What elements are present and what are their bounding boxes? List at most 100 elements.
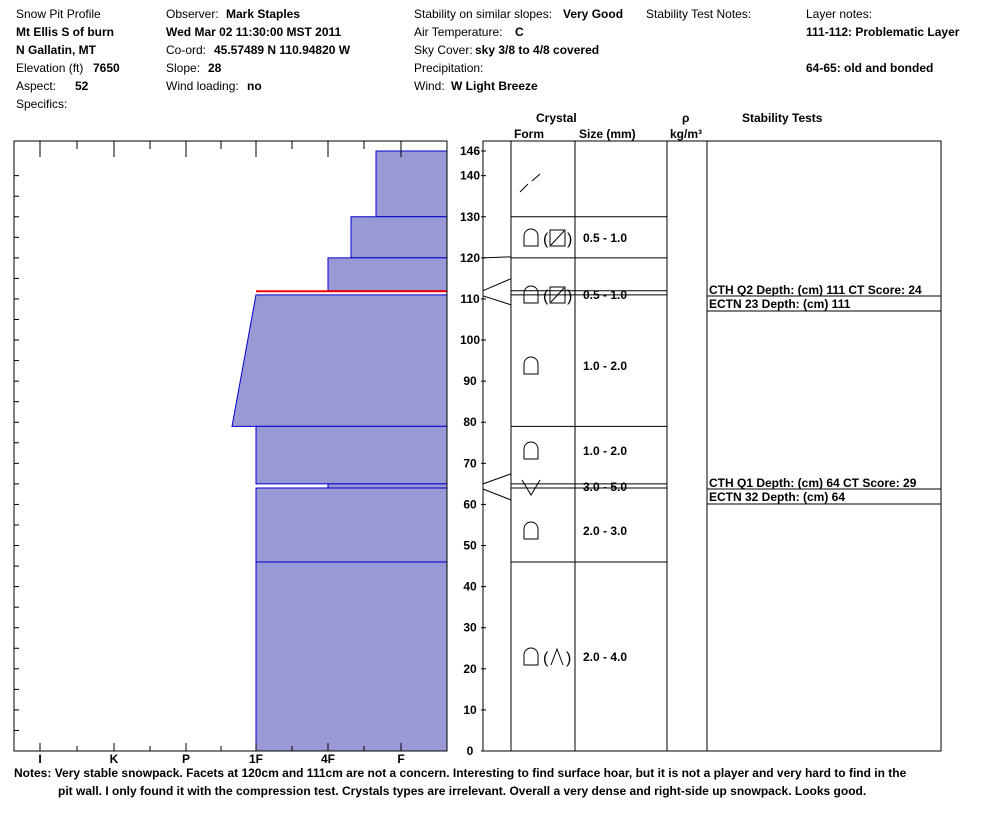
depth-tick-label: 70	[463, 456, 477, 470]
wind-value: W Light Breeze	[451, 79, 538, 93]
rounded-grain-icon	[523, 521, 539, 540]
faceted-rounded-icon	[550, 230, 565, 246]
crystal-size: 0.5 - 1.0	[583, 288, 627, 302]
hardness-tick-label: P	[182, 752, 190, 766]
aspect-value: 52	[75, 79, 89, 93]
layer-connector	[482, 256, 512, 259]
faceted-rounded-icon	[549, 286, 566, 304]
specifics-label: Specifics:	[16, 97, 68, 111]
hardness-layer-8	[255, 561, 448, 752]
depth-tick-label: 130	[460, 210, 480, 224]
depth-hoar-icon	[550, 647, 564, 666]
layer-note-2: 64-65: old and bonded	[806, 61, 934, 75]
hardness-layer-5	[255, 425, 448, 485]
depth-tick-label: 100	[460, 333, 480, 347]
density-unit-header: kg/m³	[670, 127, 703, 141]
observer-label: Observer:	[166, 7, 219, 21]
wind-loading-label: Wind loading:	[166, 79, 239, 93]
stability-value: Very Good	[563, 7, 624, 21]
precip-label: Precipitation:	[414, 61, 484, 75]
notes: Notes: Very stable snowpack. Facets at 1…	[14, 764, 974, 800]
rho-header: ρ	[682, 111, 690, 125]
depth-tick-label: 0	[467, 744, 474, 758]
sky-label: Sky Cover:	[414, 43, 473, 57]
stability-label: Stability on similar slopes:	[414, 7, 553, 21]
layer-connector	[482, 488, 512, 501]
rounded-grain-icon	[523, 285, 539, 304]
size-header: Size (mm)	[579, 127, 636, 141]
stability-test-line: ECTN 32 Depth: (cm) 64	[709, 490, 845, 504]
aspect-label: Aspect:	[16, 79, 57, 93]
rounded-grain-icon	[523, 441, 539, 460]
crystal-table-frame	[482, 140, 942, 752]
elevation-value: 7650	[93, 61, 120, 75]
depth-tick-label: 10	[463, 703, 477, 717]
form-header: Form	[514, 127, 544, 141]
depth-tick-label: 140	[460, 169, 480, 183]
depth-tick-label: 146	[460, 144, 480, 158]
hardness-tick-label: 1F	[249, 752, 263, 766]
layer-connector	[482, 473, 512, 485]
region: N Gallatin, MT	[16, 43, 97, 57]
paren-open-icon: (	[543, 231, 549, 248]
depth-tick-label: 80	[463, 415, 477, 429]
depth-tick-label: 60	[463, 497, 477, 511]
hardness-tick-label: K	[110, 752, 119, 766]
depth-tick-label: 40	[463, 580, 477, 594]
rounded-grain-icon	[523, 647, 539, 666]
surface-hoar-icon	[521, 479, 541, 496]
air-temp-value: C	[515, 25, 524, 39]
hardness-tick-label: I	[38, 752, 41, 766]
notes-label: Notes:	[14, 766, 52, 780]
paren-open-icon: (	[543, 288, 549, 305]
slope-value: 28	[208, 61, 222, 75]
depth-tick-label: 50	[463, 539, 477, 553]
hardness-layer-6	[327, 483, 448, 489]
depth-tick-label: 30	[463, 621, 477, 635]
layer-connector	[482, 295, 512, 306]
hardness-tick-label: 4F	[321, 752, 335, 766]
depth-tick-label: 110	[460, 292, 480, 306]
crystal-size: 3.0 - 5.0	[583, 480, 627, 494]
stability-test-line: CTH Q1 Depth: (cm) 64 CT Score: 29	[709, 476, 917, 490]
coord-value: 45.57489 N 110.94820 W	[214, 43, 351, 57]
faceted-rounded-icon	[550, 287, 565, 303]
hardness-tick-label: F	[397, 752, 404, 766]
paren-open-icon: (	[543, 650, 549, 667]
precip-particle-icon	[519, 183, 529, 193]
crystal-header: Crystal	[536, 111, 577, 125]
hardness-layer-7	[255, 487, 448, 563]
crystal-size: 1.0 - 2.0	[583, 444, 627, 458]
rounded-grain-icon	[523, 228, 539, 247]
rounded-grain-icon	[523, 356, 539, 375]
slope-label: Slope:	[166, 61, 201, 75]
crystal-size: 0.5 - 1.0	[583, 231, 627, 245]
wind-label: Wind:	[414, 79, 445, 93]
paren-close-icon: )	[567, 231, 572, 248]
stability-test-line: ECTN 23 Depth: (cm) 111	[709, 297, 851, 311]
depth-tick-label: 20	[463, 662, 477, 676]
date: Wed Mar 02 11:30:00 MST 2011	[166, 25, 342, 39]
location: Mt Ellis S of burn	[16, 25, 114, 39]
stability-tests-header: Stability Tests	[742, 111, 823, 125]
coord-label: Co-ord:	[166, 43, 207, 57]
page-title: Snow Pit Profile	[16, 7, 101, 21]
notes-line-2: pit wall. I only found it with the compr…	[58, 784, 867, 798]
hardness-layer-1	[350, 216, 448, 259]
depth-tick-label: 120	[460, 251, 480, 265]
paren-close-icon: )	[567, 288, 572, 305]
hardness-layer-4	[231, 294, 448, 427]
stability-test-line: CTH Q2 Depth: (cm) 111 CT Score: 24	[709, 283, 922, 297]
layer-connector	[482, 278, 512, 292]
precip-particle-icon	[531, 173, 541, 182]
hardness-layer-2	[327, 257, 448, 292]
crystal-size: 2.0 - 4.0	[583, 650, 627, 664]
faceted-rounded-icon	[549, 229, 566, 247]
notes-line-1: Very stable snowpack. Facets at 120cm an…	[54, 766, 907, 780]
crystal-size: 1.0 - 2.0	[583, 359, 627, 373]
hardness-plot-frame	[13, 140, 448, 752]
elevation-label: Elevation (ft)	[16, 61, 84, 75]
layer-note-1: 111-112: Problematic Layer	[806, 25, 960, 39]
observer-value: Mark Staples	[226, 7, 301, 21]
crystal-size: 2.0 - 3.0	[583, 524, 627, 538]
